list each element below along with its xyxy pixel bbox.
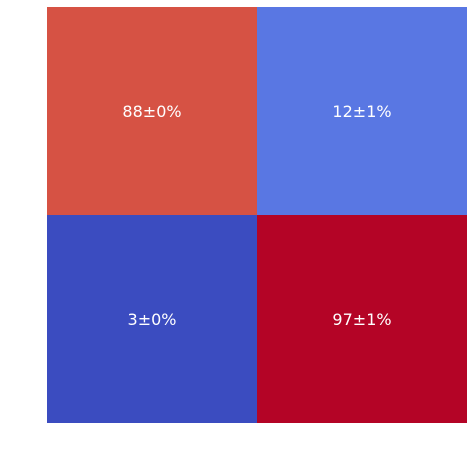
- heatmap-cell-r1-c1: [257, 215, 467, 423]
- cell-value-label-r0-c1: 12±1%: [332, 102, 391, 121]
- cell-value-label-r0-c0: 88±0%: [122, 102, 181, 121]
- heatmap-cell-r0-c1: [257, 7, 467, 215]
- cell-value-label-r1-c1: 97±1%: [332, 310, 391, 329]
- heatmap-cells: [47, 7, 467, 423]
- heatmap-cell-r0-c0: [47, 7, 257, 215]
- cell-value-label-r1-c0: 3±0%: [128, 310, 177, 329]
- cell-annotations: 88±0% 12±1% 3±0% 97±1%: [122, 102, 391, 329]
- heatmap-cell-r1-c0: [47, 215, 257, 423]
